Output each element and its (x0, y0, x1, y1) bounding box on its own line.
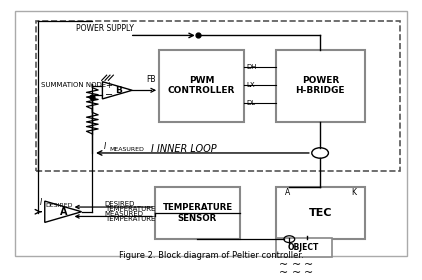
Text: A: A (60, 207, 68, 217)
Text: −: − (105, 90, 113, 100)
Text: TEMPERATURE
SENSOR: TEMPERATURE SENSOR (162, 203, 233, 223)
Text: ~: ~ (279, 268, 289, 278)
Text: DESIRED: DESIRED (46, 203, 73, 208)
Text: TEMPERATURE: TEMPERATURE (105, 216, 155, 222)
Text: MEASURED: MEASURED (110, 147, 145, 152)
Text: POWER SUPPLY: POWER SUPPLY (76, 24, 134, 33)
Text: ~: ~ (279, 260, 289, 270)
Text: LX: LX (246, 82, 254, 88)
Text: ~: ~ (292, 268, 301, 278)
Bar (159, 50, 244, 122)
Text: POWER
H-BRIDGE: POWER H-BRIDGE (295, 76, 345, 95)
Text: ~: ~ (292, 260, 301, 270)
Text: ~: ~ (304, 268, 314, 278)
Text: K: K (351, 188, 356, 197)
Text: B: B (115, 86, 122, 95)
Bar (276, 50, 365, 122)
Text: ~: ~ (304, 260, 314, 270)
Text: PWM
CONTROLLER: PWM CONTROLLER (168, 76, 235, 95)
Text: TEMPERATURE: TEMPERATURE (105, 206, 155, 212)
Bar (276, 238, 332, 257)
Bar (276, 187, 365, 239)
Text: I INNER LOOP: I INNER LOOP (151, 144, 217, 154)
Text: TEC: TEC (308, 208, 332, 218)
Bar (155, 187, 240, 239)
Text: $I$: $I$ (103, 140, 107, 151)
Text: OBJECT: OBJECT (288, 243, 319, 252)
Text: DH: DH (246, 64, 257, 70)
Text: Figure 2. Block diagram of Peltier controller.: Figure 2. Block diagram of Peltier contr… (119, 251, 303, 260)
Text: MEASURED: MEASURED (105, 211, 144, 217)
Text: DESIRED: DESIRED (105, 201, 135, 207)
Bar (36, 21, 400, 171)
Text: +: + (105, 81, 112, 90)
Text: SUMMATION NODE: SUMMATION NODE (41, 82, 106, 88)
Text: DL: DL (246, 100, 255, 106)
Text: FB: FB (146, 75, 155, 84)
Text: A: A (284, 188, 290, 197)
Text: $I$: $I$ (39, 196, 43, 207)
